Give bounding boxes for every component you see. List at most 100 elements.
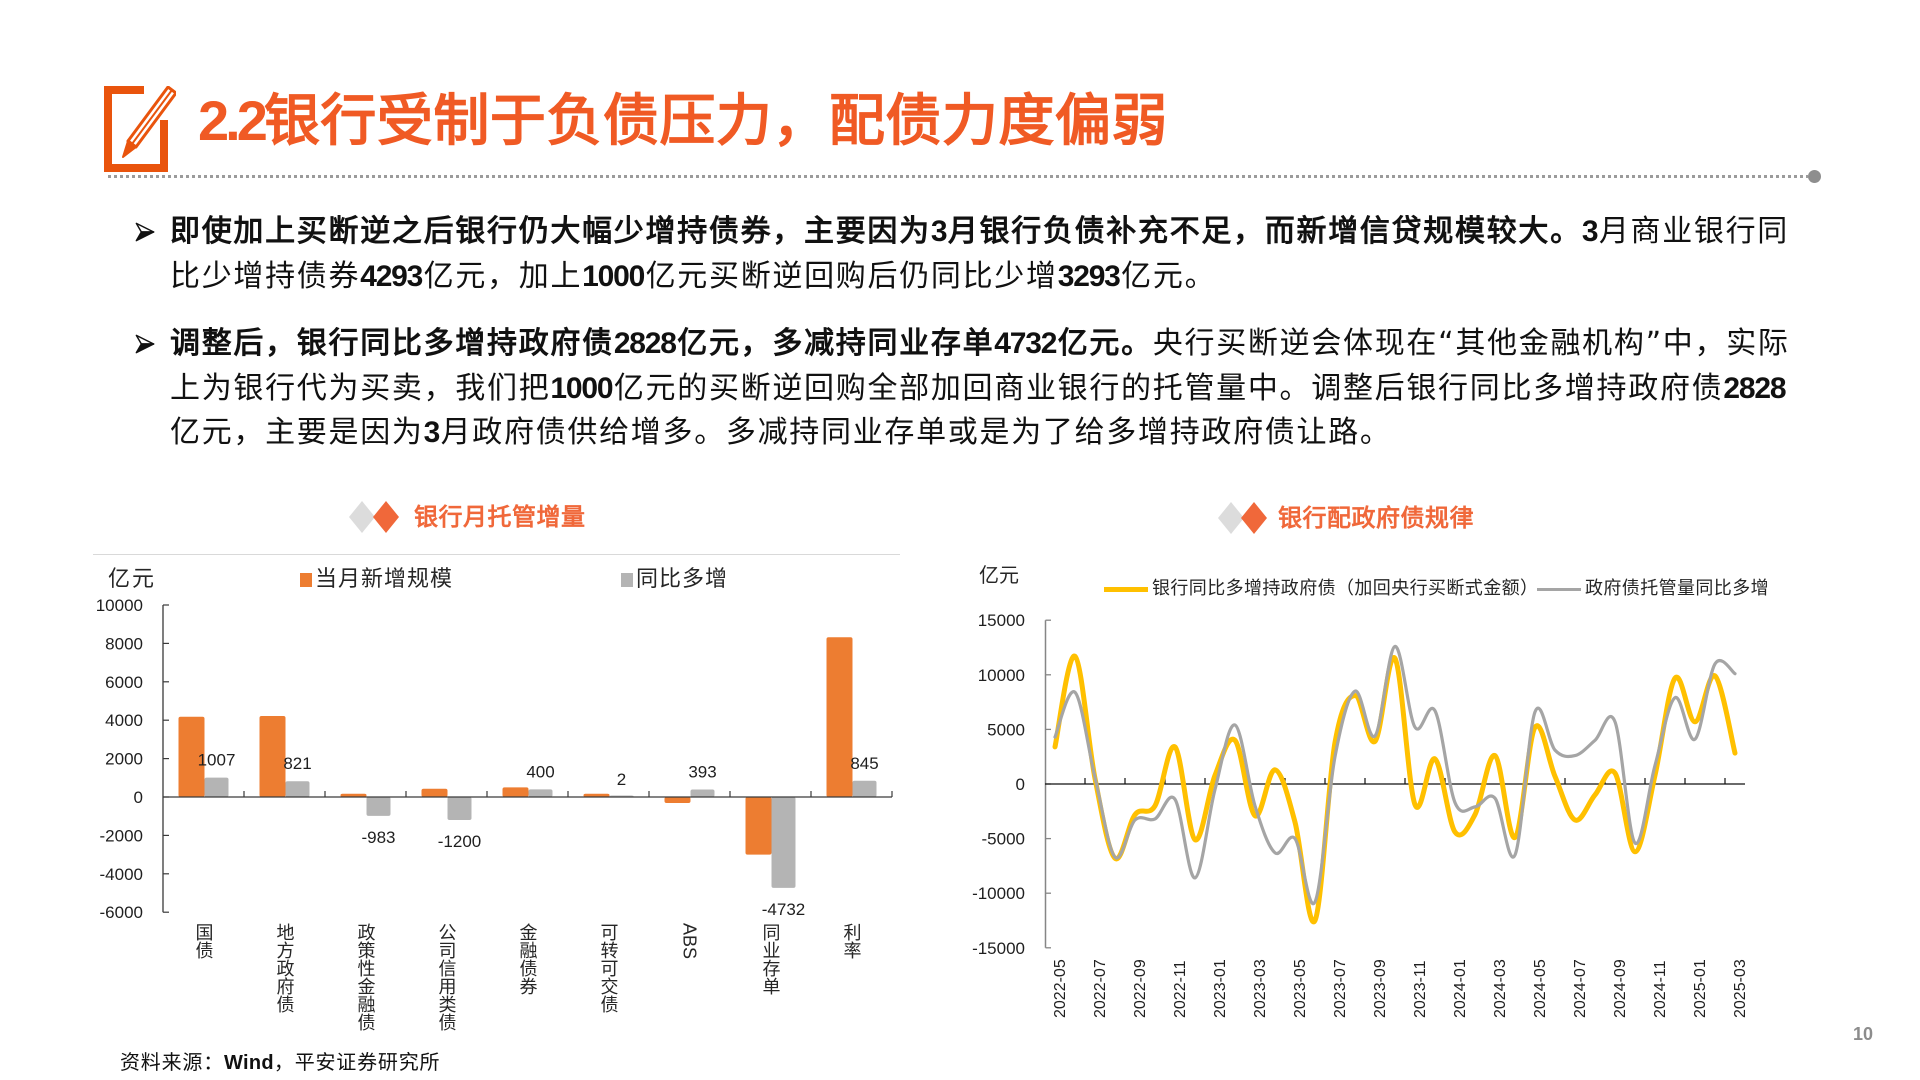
data-label: -1200 <box>438 832 481 851</box>
x-tick-label: 2025-03 <box>1732 959 1749 1018</box>
bar-monthly-new <box>502 787 529 797</box>
arrowhead-right-icon <box>135 334 155 354</box>
y-tick-label: -10000 <box>972 884 1025 903</box>
bold-text-run: 即使加上买断逆之后银行仍大幅少增持债券，主要因为 <box>170 214 931 249</box>
y-tick-label: 10000 <box>978 666 1025 685</box>
bar-monthly-new <box>745 797 772 855</box>
bar-monthly-new <box>340 793 367 797</box>
arrowhead-right-icon <box>135 222 155 242</box>
bullet-item: 即使加上买断逆之后银行仍大幅少增持债券，主要因为3月银行负债补充不足，而新增信贷… <box>134 210 1854 350</box>
x-category-label: 同业存单 <box>760 923 781 995</box>
legend-item: 当月新增规模 <box>300 566 453 594</box>
diamond-pair-icon <box>1218 501 1270 535</box>
text-run: 亿元，主要是因为 <box>170 415 424 450</box>
y-tick-label: -4000 <box>100 865 143 884</box>
x-category-label: 地方政府债 <box>274 923 295 1013</box>
edit-square-icon <box>104 86 176 172</box>
data-label: -983 <box>361 828 395 847</box>
bar-yoy-change <box>204 777 229 797</box>
data-label: 2 <box>617 770 626 789</box>
line-chart: 15000 10000 5000 0 -5000 -10000 -15000 2022-05 2… <box>972 611 1749 1018</box>
y-tick-label: -15000 <box>972 939 1025 958</box>
x-category-label: 国债 <box>193 923 214 959</box>
legend-label: 政府债托管量同比多增 <box>1585 578 1769 599</box>
text-run: 央行买断逆会体现在“其他金融机构”中，实际 <box>1152 326 1790 361</box>
bold-text-run: 3 <box>930 215 948 248</box>
bullet-text-line: 调整后，银行同比多增持政府债2828亿元，多减持同业存单4732亿元。央行买断逆… <box>170 322 1790 366</box>
legend-item: 同比多增 <box>621 566 728 594</box>
text-run: 月政府债供给增多。多减持同业存单或是为了给多增持政府债让路。 <box>440 415 1392 450</box>
x-tick-label: 2022-07 <box>1092 959 1109 1018</box>
legend-item: 政府债托管量同比多增 <box>1537 577 1769 601</box>
x-tick-label: 2022-09 <box>1132 959 1149 1018</box>
x-tick-label: 2023-11 <box>1412 960 1429 1018</box>
source-suffix: ，平安证券研究所 <box>273 1050 441 1074</box>
text-run: 月商业银行同 <box>1598 214 1790 249</box>
data-label: 821 <box>283 754 311 773</box>
x-tick-label: 2024-07 <box>1572 959 1589 1018</box>
x-category-label: 公司信用类债 <box>436 923 457 1031</box>
text-run: 亿元的买断逆回购全部加回商业银行的托管量中。调整后银行同比多增持政府债 <box>613 370 1724 406</box>
text-run: 比少增持债券 <box>170 258 361 294</box>
x-tick-label: 2022-11 <box>1172 960 1189 1018</box>
page-title: 2.2银行受制于负债压力，配债力度偏弱 <box>198 89 1168 154</box>
bold-text-run: 亿元，多减持同业存单 <box>677 326 995 361</box>
y-axis-unit: 亿元 <box>979 563 1019 587</box>
yellow-line-icon <box>1104 586 1148 592</box>
text-run: 亿元，加上 <box>423 258 583 294</box>
chart-title: 银行配政府债规律 <box>1278 504 1474 532</box>
bullet-item: 调整后，银行同比多增持政府债2828亿元，多减持同业存单4732亿元。央行买断逆… <box>134 322 1854 462</box>
bold-text-run: 1000 <box>550 371 613 405</box>
bold-text-run: 2828 <box>613 327 677 360</box>
x-tick-label: 2024-03 <box>1492 959 1509 1018</box>
x-tick-label: 2023-05 <box>1292 959 1309 1018</box>
bullet-text-line: 上为银行代为买卖，我们把1000亿元的买断逆回购全部加回商业银行的托管量中。调整… <box>170 367 1787 411</box>
y-tick-label: 5000 <box>987 720 1025 739</box>
section-number: 2.2 <box>198 89 268 152</box>
x-tick-label: 2024-09 <box>1612 959 1629 1018</box>
bar-yoy-change <box>771 797 796 888</box>
diamond-pair-icon <box>349 500 401 534</box>
bold-text-run: 调整后，银行同比多增持政府债 <box>170 326 614 361</box>
y-tick-label: 6000 <box>105 673 143 692</box>
section-title-text: 银行受制于负债压力，配债力度偏弱 <box>263 89 1168 154</box>
y-tick-label: 2000 <box>105 750 143 769</box>
y-tick-label: -5000 <box>982 830 1025 849</box>
gray-square-icon <box>621 573 633 587</box>
y-tick-label: -6000 <box>100 903 143 922</box>
x-tick-label: 2024-01 <box>1452 959 1469 1018</box>
x-category-label: 利率 <box>841 923 862 959</box>
source-prefix: 资料来源： <box>120 1050 224 1074</box>
chart-divider <box>93 554 900 555</box>
bar-yoy-change <box>366 797 391 816</box>
bar-monthly-new <box>259 715 286 797</box>
data-label: 400 <box>526 762 554 781</box>
text-run: 亿元买断逆回购后仍同比少增 <box>645 258 1058 294</box>
text-run: 亿元。 <box>1121 258 1217 294</box>
bar-monthly-new <box>178 716 205 797</box>
bold-text-run: 月银行负债补充不足，而新增信贷规模较大。 <box>947 214 1582 249</box>
legend-item: 银行同比多增持政府债（加回央行买断式金额） <box>1104 577 1538 601</box>
bold-text-run: 亿元。 <box>1057 326 1153 361</box>
x-category-label: 金融债券 <box>517 923 538 995</box>
x-category-label: 可转可交债 <box>598 923 619 1013</box>
x-category-label: 政策性金融债 <box>355 923 376 1031</box>
bold-text-run: 4293 <box>360 259 423 293</box>
data-label: -4732 <box>762 900 805 919</box>
data-label: 1007 <box>198 751 236 770</box>
dot-icon <box>1808 170 1821 183</box>
x-tick-label: 2022-05 <box>1052 959 1069 1018</box>
bold-text-run: 1000 <box>582 259 645 293</box>
bar-yoy-change <box>690 789 715 797</box>
legend-label: 同比多增 <box>636 567 729 592</box>
source-note: 资料来源：Wind，平安证券研究所 <box>120 1050 440 1075</box>
y-tick-label: 8000 <box>105 634 143 653</box>
bar-monthly-new <box>826 637 853 797</box>
bar-yoy-change <box>852 780 877 797</box>
x-tick-label: 2023-09 <box>1372 959 1389 1018</box>
bullet-text-line: 比少增持债券4293亿元，加上1000亿元买断逆回购后仍同比少增3293亿元。 <box>170 255 1216 299</box>
data-label: 845 <box>850 754 878 773</box>
y-tick-label: 0 <box>1016 775 1025 794</box>
gray-line-icon <box>1537 587 1581 591</box>
bar-yoy-change <box>285 781 310 797</box>
